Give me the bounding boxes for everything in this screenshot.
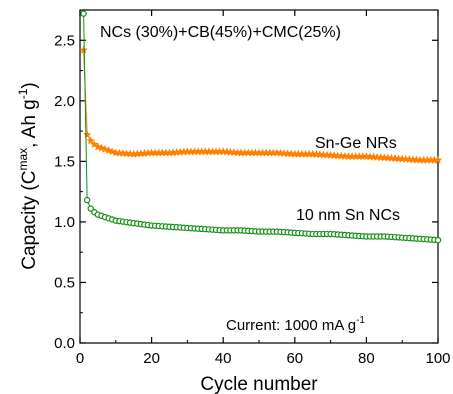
y-tick-label: 2.5 (54, 32, 75, 49)
plot-area (79, 9, 439, 344)
y-tick-label: 1.5 (54, 153, 75, 170)
x-tick-label: 100 (425, 350, 450, 367)
y-axis: 0.0 0.5 1.0 1.5 2.0 2.5 (54, 32, 438, 352)
y-tick-label: 0.5 (54, 274, 75, 291)
x-axis: 0 20 40 60 80 100 (76, 10, 451, 367)
series-label-sn-ncs: 10 nm Sn NCs (296, 207, 400, 224)
series-label-sn-ge: Sn-Ge NRs (315, 135, 397, 152)
y-axis-label: Capacity (Cmax, Ah g-1) (16, 82, 40, 270)
y-axis-label-post: ) (19, 82, 40, 88)
chart-title: NCs (30%)+CB(45%)+CMC(25%) (100, 24, 341, 41)
data-point (83, 196, 91, 204)
y-axis-label-pre: Capacity (C (19, 171, 40, 270)
y-tick-label: 0.0 (54, 335, 75, 352)
data-point (80, 10, 87, 17)
data-point (86, 136, 95, 145)
data-point (433, 155, 443, 164)
current-annotation: Current: 1000 mA g-1 (226, 315, 365, 334)
y-tick-label: 1.0 (54, 214, 75, 231)
x-tick-label: 60 (286, 350, 303, 367)
x-axis-label: Cycle number (200, 374, 318, 394)
y-axis-label-sup2: -1 (16, 88, 30, 99)
y-tick-label: 2.0 (54, 93, 75, 110)
current-annotation-sup: -1 (356, 315, 365, 326)
y-axis-label-mid: , Ah g (19, 99, 40, 148)
x-tick-label: 40 (215, 350, 232, 367)
y-axis-label-sup: max (16, 148, 30, 171)
data-point (87, 205, 94, 212)
x-tick-label: 20 (143, 350, 160, 367)
series-1 (80, 10, 442, 244)
series-layer (79, 10, 443, 244)
data-point (434, 236, 442, 244)
x-tick-label: 80 (358, 350, 375, 367)
current-annotation-text: Current: 1000 mA g (226, 317, 356, 334)
x-tick-label: 0 (76, 350, 84, 367)
series-0 (79, 45, 443, 164)
data-point (79, 45, 88, 54)
